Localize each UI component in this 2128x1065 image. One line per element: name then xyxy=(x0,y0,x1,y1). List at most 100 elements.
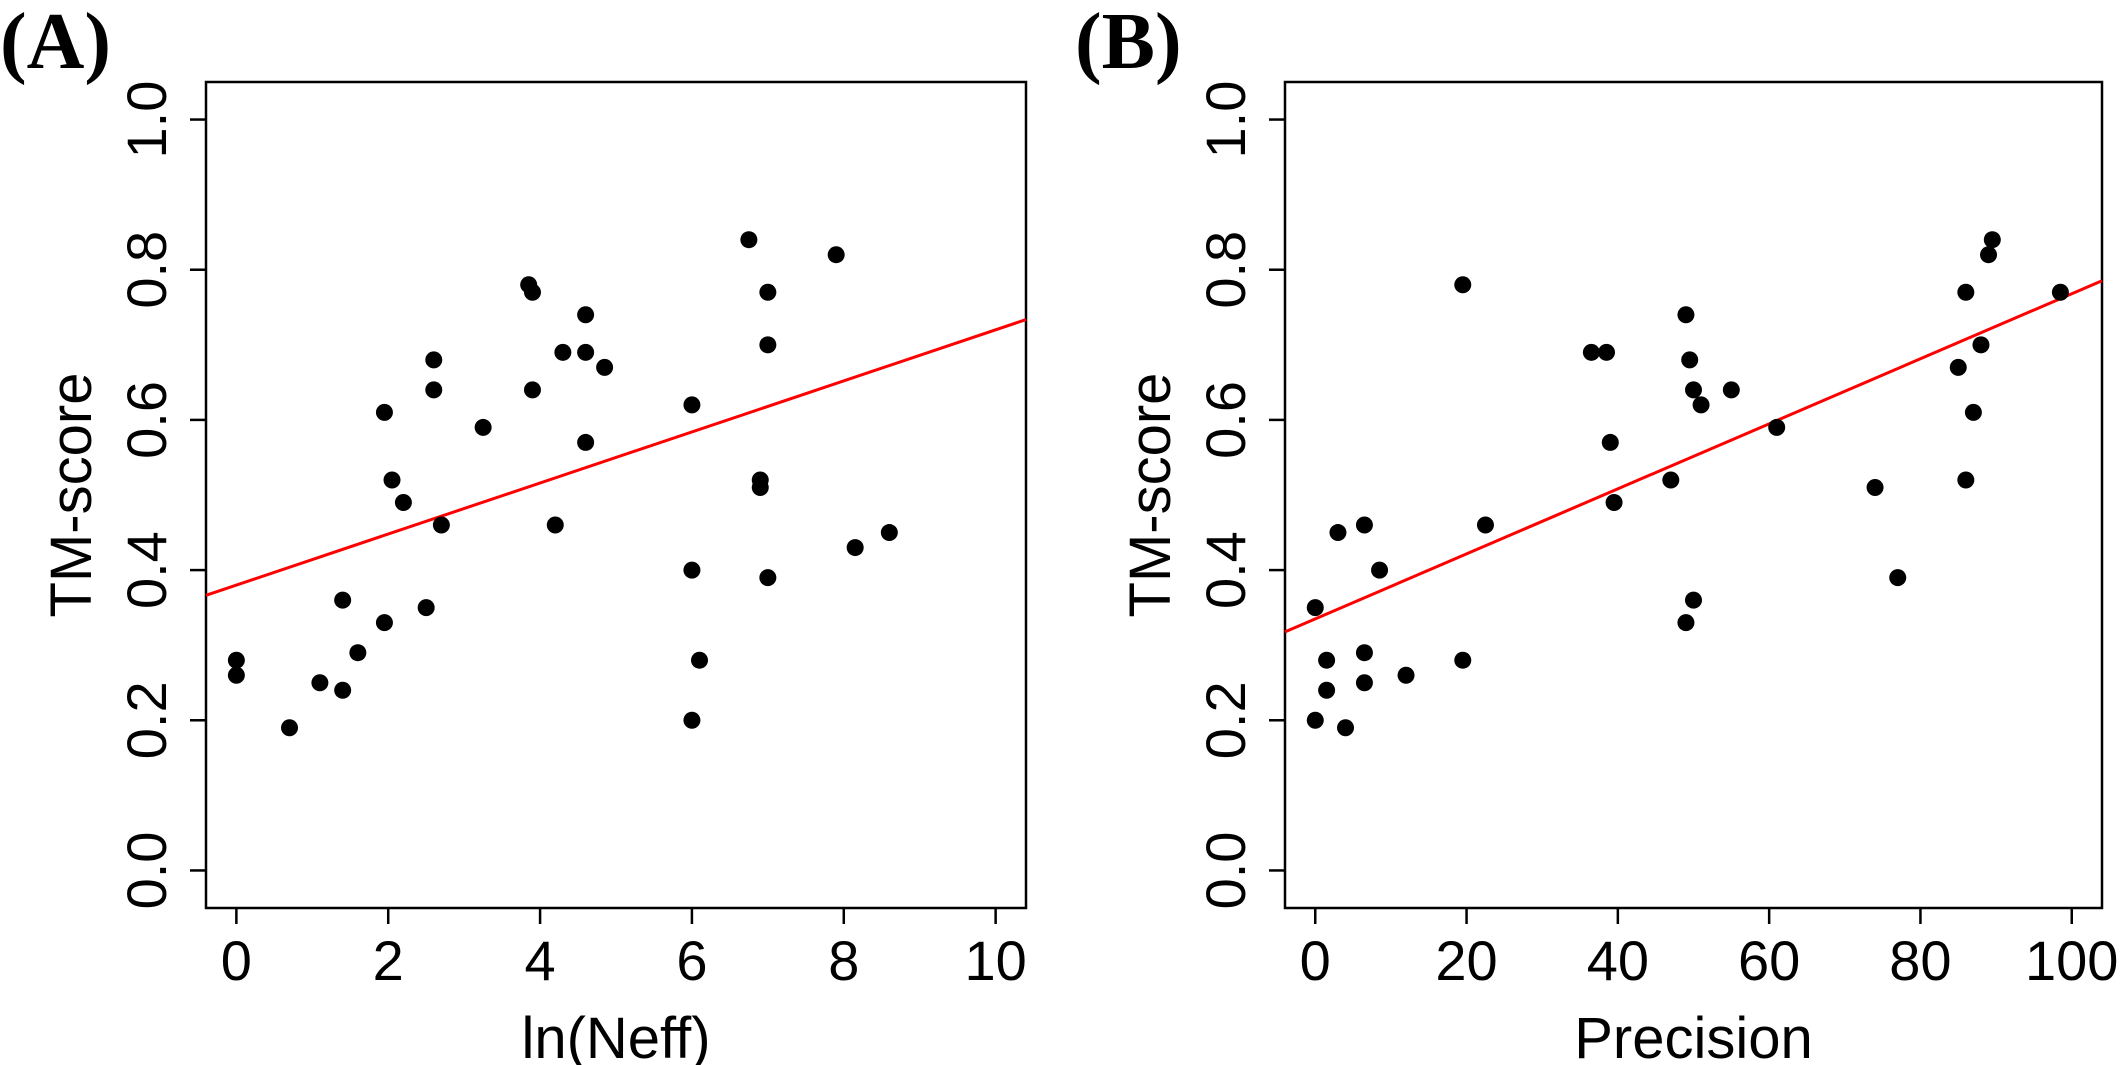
data-point xyxy=(880,524,898,542)
data-point xyxy=(1866,478,1884,496)
data-point xyxy=(691,651,709,669)
plot-frame xyxy=(204,80,1028,910)
data-point xyxy=(1355,644,1373,662)
data-point xyxy=(523,283,541,301)
data-point xyxy=(349,644,367,662)
data-point xyxy=(683,561,701,579)
data-point xyxy=(1306,599,1324,617)
y-tick-label: 0.2 xyxy=(1194,681,1257,759)
x-tick-label: 80 xyxy=(1889,929,1951,992)
data-point xyxy=(432,516,450,534)
data-point xyxy=(1949,358,1967,376)
data-point xyxy=(554,343,572,361)
data-point xyxy=(1677,614,1695,632)
y-tick-label: 0.8 xyxy=(115,231,178,309)
panel-label: (A) xyxy=(0,0,111,86)
x-tick-label: 40 xyxy=(1587,929,1649,992)
y-tick-label: 0.0 xyxy=(1194,832,1257,910)
y-tick-label: 0.8 xyxy=(1194,231,1257,309)
data-point xyxy=(1980,246,1998,264)
data-point xyxy=(1889,569,1907,587)
data-point xyxy=(577,343,595,361)
data-point xyxy=(1972,336,1990,354)
data-point xyxy=(1681,351,1699,369)
x-tick-label: 100 xyxy=(2025,929,2118,992)
x-tick-label: 6 xyxy=(676,929,707,992)
x-tick-label: 4 xyxy=(524,929,555,992)
data-point xyxy=(1337,719,1355,737)
y-tick-label: 0.2 xyxy=(115,681,178,759)
data-point xyxy=(1476,516,1494,534)
data-point xyxy=(1685,591,1702,609)
data-point xyxy=(334,681,352,699)
y-tick-label: 0.0 xyxy=(115,832,178,910)
data-point xyxy=(1605,494,1623,512)
data-point xyxy=(546,516,564,534)
data-point xyxy=(425,351,443,369)
data-point xyxy=(1662,471,1680,489)
y-axis-title: TM-score xyxy=(1118,373,1183,618)
data-point xyxy=(1582,343,1600,361)
data-point xyxy=(683,711,701,729)
y-axis-title: TM-score xyxy=(39,373,104,618)
data-point xyxy=(759,283,777,301)
data-point xyxy=(846,539,864,557)
x-tick-label: 0 xyxy=(1300,929,1331,992)
data-point xyxy=(1957,283,1975,301)
data-point xyxy=(1722,381,1740,399)
data-point xyxy=(1355,516,1373,534)
data-point xyxy=(1598,343,1616,361)
x-tick-label: 8 xyxy=(828,929,859,992)
data-point xyxy=(1355,674,1373,692)
data-point xyxy=(1454,276,1472,294)
data-point xyxy=(1306,711,1324,729)
data-point xyxy=(474,418,492,436)
data-point xyxy=(311,674,329,692)
plot-frame xyxy=(1283,80,2104,910)
data-point xyxy=(334,591,352,609)
data-point xyxy=(394,494,412,512)
y-tick-label: 0.6 xyxy=(115,381,178,459)
data-point xyxy=(1964,403,1982,421)
data-point xyxy=(1318,681,1336,699)
y-tick-label: 0.6 xyxy=(1194,381,1257,459)
data-point xyxy=(375,614,393,632)
data-point xyxy=(1983,231,2001,249)
data-point xyxy=(596,358,614,376)
data-point xyxy=(759,569,777,587)
x-tick-label: 0 xyxy=(221,929,252,992)
x-tick-label: 60 xyxy=(1738,929,1800,992)
data-point xyxy=(683,396,701,414)
data-point xyxy=(1329,524,1347,542)
data-point xyxy=(375,403,393,421)
data-point xyxy=(383,471,401,489)
x-tick-label: 2 xyxy=(373,929,404,992)
data-point xyxy=(1692,396,1710,414)
data-point xyxy=(1371,561,1389,579)
data-point xyxy=(227,666,245,684)
x-axis-title: ln(Neff) xyxy=(521,1006,710,1065)
panel-b: (B) 0 20 40 60 80 100 0.0 0.2 0.4 0.6 0.8 1.0 Precisi… xyxy=(1075,0,2118,1065)
regression-line xyxy=(205,318,1027,597)
data-point xyxy=(1397,666,1415,684)
x-tick-label: 10 xyxy=(964,929,1026,992)
data-point xyxy=(1768,418,1786,436)
data-point xyxy=(1318,651,1336,669)
y-tick-label: 1.0 xyxy=(1194,81,1257,159)
data-point xyxy=(227,651,245,669)
x-axis-title: Precision xyxy=(1574,1006,1813,1065)
data-point xyxy=(751,478,769,496)
data-point xyxy=(281,719,299,737)
data-point xyxy=(523,381,541,399)
panel-a: (A) 0 2 4 6 8 10 0.0 0.2 0.4 0.6 0.8 1.0 ln(Neff) TM-s… xyxy=(0,0,1028,1065)
data-point xyxy=(1454,651,1472,669)
data-point xyxy=(759,336,777,354)
regression-line xyxy=(1284,279,2103,634)
y-tick-label: 0.4 xyxy=(115,531,178,609)
data-point xyxy=(2051,283,2069,301)
y-tick-label: 0.4 xyxy=(1194,531,1257,609)
data-point xyxy=(827,246,845,264)
data-point xyxy=(1957,471,1975,489)
y-tick-label: 1.0 xyxy=(115,81,178,159)
